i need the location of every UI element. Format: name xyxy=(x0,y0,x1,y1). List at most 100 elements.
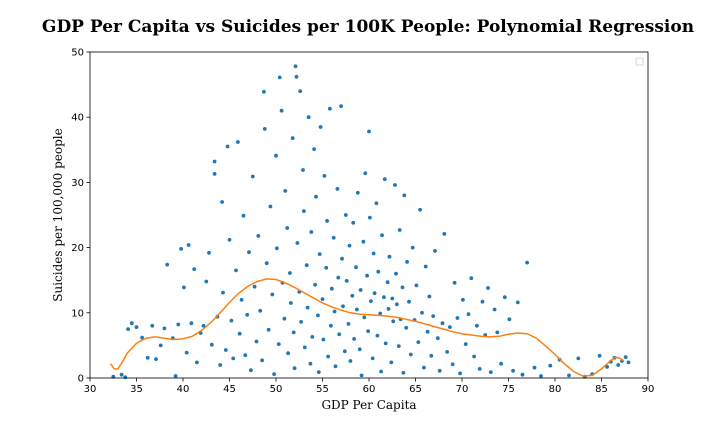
scatter-point xyxy=(237,331,242,336)
scatter-point xyxy=(285,226,290,230)
plot-frame xyxy=(89,51,649,379)
scatter-point xyxy=(492,307,497,312)
scatter-point xyxy=(335,187,340,191)
scatter-point xyxy=(182,285,186,290)
scatter-point xyxy=(361,239,366,244)
scatter-point xyxy=(310,335,315,339)
scatter-point xyxy=(414,283,419,288)
scatter-point xyxy=(532,365,537,370)
scatter-point xyxy=(262,126,267,131)
scatter-point xyxy=(328,106,332,111)
scatter-point xyxy=(466,312,471,316)
scatter-point xyxy=(329,323,333,328)
scatter-point xyxy=(258,308,263,313)
scatter-point xyxy=(463,342,468,346)
scatter-point xyxy=(380,233,384,238)
scatter-point xyxy=(302,345,307,350)
scatter-point xyxy=(283,189,288,193)
scatter-point xyxy=(623,355,628,359)
scatter-point xyxy=(140,335,145,340)
x-tick-label: 85 xyxy=(595,384,608,395)
scatter-point xyxy=(407,299,411,304)
y-tick-label: 20 xyxy=(71,243,84,254)
scatter-point xyxy=(336,275,341,280)
scatter-point xyxy=(294,74,299,79)
scatter-point xyxy=(383,341,388,346)
scatter-point xyxy=(385,280,390,285)
scatter-point xyxy=(567,373,571,378)
scatter-point xyxy=(295,241,300,245)
scatter-point xyxy=(342,349,347,354)
y-tick-label: 0 xyxy=(78,374,84,385)
y-tick-label: 40 xyxy=(71,113,84,124)
scatter-point xyxy=(249,368,253,373)
scatter-point xyxy=(422,365,426,370)
scatter-point xyxy=(440,321,445,326)
scatter-point xyxy=(243,353,248,358)
scatter-point xyxy=(437,368,442,373)
scatter-point xyxy=(626,360,631,365)
scatter-point xyxy=(362,315,367,320)
scatter-point xyxy=(378,311,383,316)
scatter-point xyxy=(318,125,323,129)
scatter-point xyxy=(201,323,206,328)
scatter-point xyxy=(289,301,293,305)
scatter-point xyxy=(306,115,311,120)
y-tick-label: 50 xyxy=(71,48,84,59)
scatter-point xyxy=(350,293,355,298)
scatter-point xyxy=(129,321,134,326)
scatter-point xyxy=(486,286,490,290)
scatter-point xyxy=(288,271,292,275)
scatter-point xyxy=(254,339,259,344)
scatter-point xyxy=(239,297,244,302)
x-tick-label: 30 xyxy=(84,384,97,395)
scatter-point xyxy=(223,348,228,352)
scatter-point xyxy=(245,312,250,317)
scatter-point xyxy=(397,228,402,232)
x-tick-label: 90 xyxy=(642,384,655,395)
scatter-point xyxy=(145,355,150,360)
scatter-point xyxy=(218,363,223,367)
scatter-point xyxy=(264,261,269,266)
scatter-point xyxy=(313,282,317,287)
scatter-point xyxy=(262,89,266,94)
x-tick-label: 80 xyxy=(549,384,562,395)
scatter-point xyxy=(495,330,500,335)
scatter-point xyxy=(158,343,163,348)
scatter-point xyxy=(126,327,130,331)
x-tick-label: 65 xyxy=(409,384,422,395)
scatter-point xyxy=(400,285,405,290)
scatter-point xyxy=(348,359,353,363)
scatter-point xyxy=(425,329,430,334)
scatter-point xyxy=(134,325,139,329)
x-tick-label: 70 xyxy=(456,384,469,395)
x-tick-label: 50 xyxy=(270,384,283,395)
scatter-point xyxy=(368,215,372,220)
scatter-point xyxy=(507,317,512,322)
x-tick-label: 35 xyxy=(130,384,143,395)
scatter-point xyxy=(389,360,394,365)
scatter-point xyxy=(393,183,397,187)
scatter-point xyxy=(475,323,479,328)
scatter-point xyxy=(162,326,167,331)
scatter-point xyxy=(379,369,383,374)
x-tick-label: 75 xyxy=(502,384,515,395)
scatter-point xyxy=(386,307,391,311)
scatter-point xyxy=(340,256,344,261)
scatter-point xyxy=(442,232,447,236)
scatter-point xyxy=(225,144,230,149)
y-tick-label: 10 xyxy=(71,308,84,319)
scatter-point xyxy=(308,361,313,366)
scatter-point xyxy=(363,171,368,176)
scatter-point xyxy=(234,268,238,273)
scatter-point xyxy=(270,292,275,297)
scatter-point xyxy=(341,304,345,309)
scatter-point xyxy=(394,271,398,276)
scatter-point xyxy=(346,322,351,326)
scatter-point xyxy=(337,332,342,337)
scatter-point xyxy=(372,291,377,296)
scatter-point xyxy=(179,247,184,251)
scatter-point xyxy=(301,168,305,172)
scatter-point xyxy=(347,243,352,248)
scatter-point xyxy=(195,360,199,365)
